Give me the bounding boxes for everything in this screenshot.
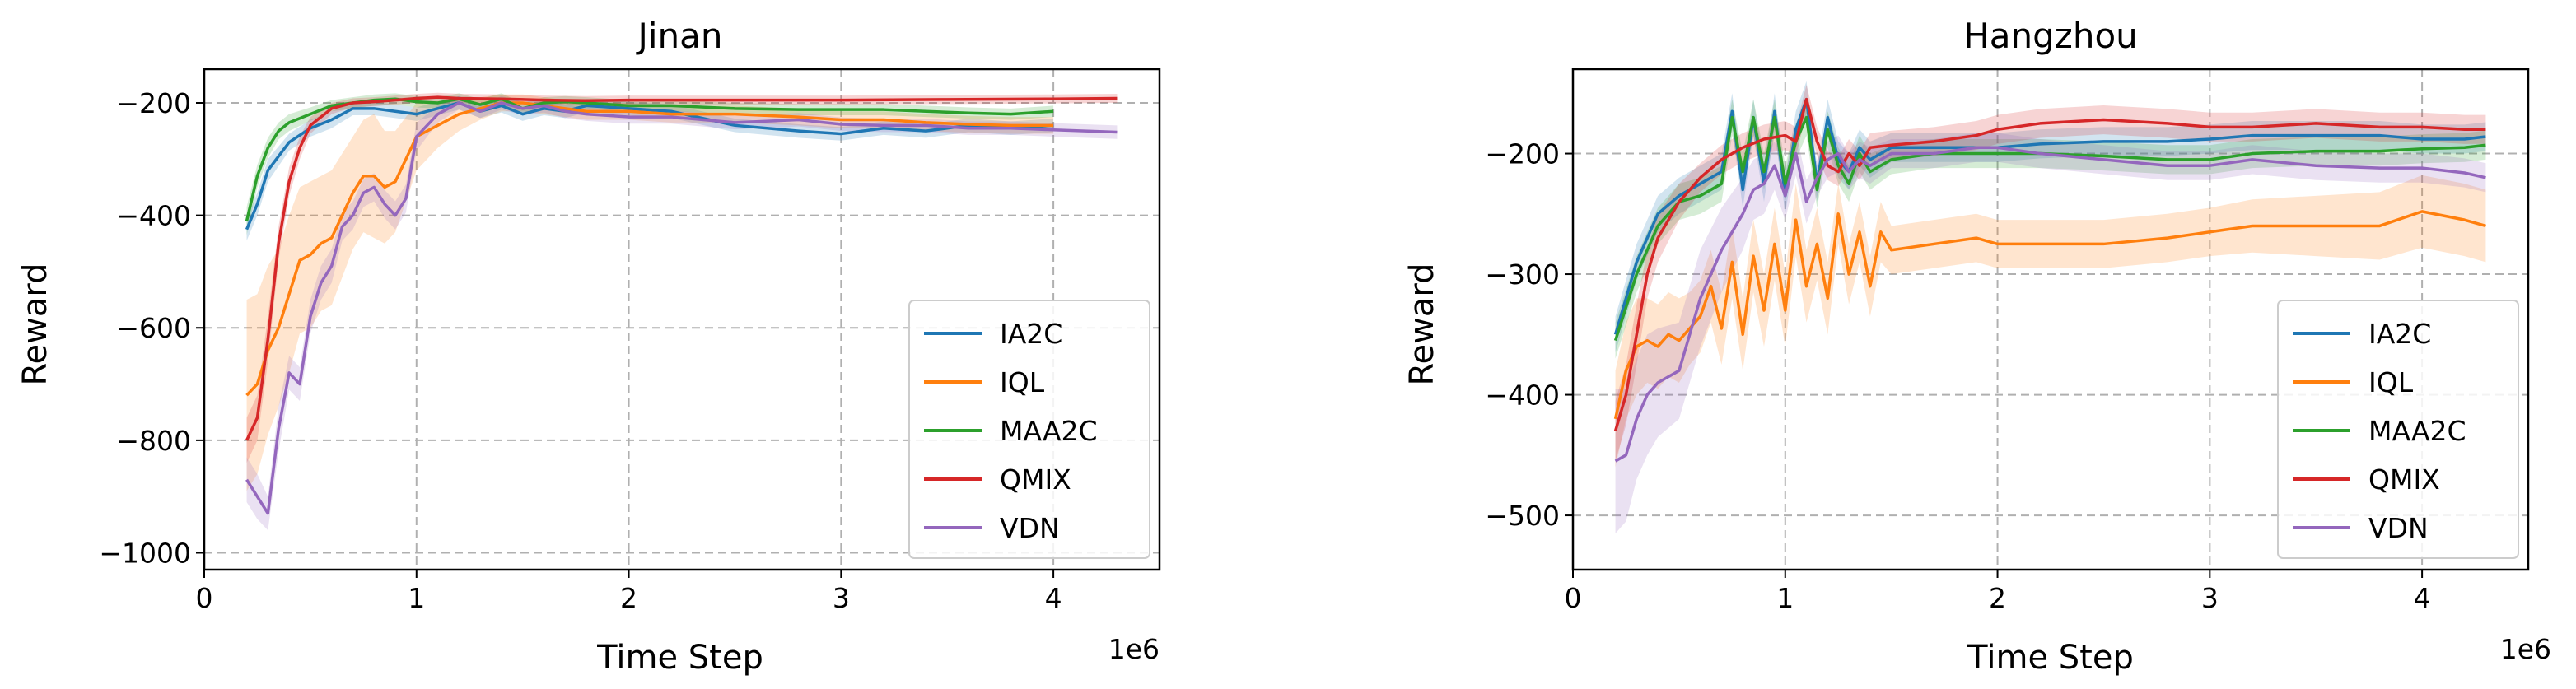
- x-tick-label: 3: [2201, 582, 2219, 614]
- x-tick-label: 0: [1565, 582, 1582, 614]
- legend-label-ia2c: IA2C: [1000, 318, 1062, 350]
- band-maa2c: [1615, 99, 2486, 359]
- y-axis-label: Reward: [16, 263, 54, 386]
- y-tick-label: −400: [116, 200, 191, 232]
- chart-jinan: 0 1 2 3 4 −200 −400 −600 −800 −1000 Jinan Time St…: [16, 16, 1161, 677]
- band-qmix: [1615, 85, 2486, 462]
- series-line-qmix: [1613, 97, 2486, 432]
- series-line-ia2c: [245, 101, 1054, 230]
- series-line-iql: [245, 101, 1054, 397]
- series-lines: [1613, 97, 2486, 463]
- x-tick-label: 1: [1776, 582, 1794, 614]
- x-tick-label: 2: [1989, 582, 2006, 614]
- y-tick-label: −1000: [99, 538, 191, 570]
- legend-label-vdn: VDN: [1000, 512, 1060, 544]
- legend-label-iql: IQL: [2368, 366, 2414, 398]
- y-tick-label: −200: [1485, 138, 1560, 170]
- x-tick-label: 4: [2414, 582, 2431, 614]
- legend-label-qmix: QMIX: [2368, 463, 2440, 496]
- legend-label-maa2c: MAA2C: [1000, 415, 1098, 447]
- x-offset-label: 1e6: [2500, 633, 2551, 665]
- legend-box: [2277, 300, 2519, 559]
- ticks: 0 1 2 3 4 −200 −300 −400 −500: [1485, 138, 2430, 614]
- y-tick-label: −600: [116, 312, 191, 344]
- legend: IA2C IQL MAA2C QMIX VDN: [908, 300, 1150, 559]
- series-line-iql: [1613, 210, 2486, 420]
- x-offset-label: 1e6: [1108, 633, 1160, 665]
- y-axis-label: Reward: [1403, 263, 1441, 386]
- y-tick-label: −300: [1485, 258, 1560, 291]
- x-tick-label: 2: [620, 582, 637, 614]
- legend-label-maa2c: MAA2C: [2368, 415, 2466, 447]
- y-tick-label: −500: [1485, 500, 1560, 532]
- legend-box: [908, 300, 1150, 559]
- x-tick-label: 4: [1045, 582, 1062, 614]
- plot-frame: [1571, 68, 2530, 571]
- band-vdn: [1615, 132, 2486, 534]
- chart-title: Jinan: [635, 16, 722, 56]
- legend-label-qmix: QMIX: [1000, 463, 1071, 496]
- series-line-qmix: [245, 95, 1118, 441]
- chart-hangzhou: 0 1 2 3 4 −200 −300 −400 −500 Hangzhou Time Step…: [1403, 16, 2551, 677]
- series-lines: [245, 95, 1118, 515]
- x-tick-label: 0: [196, 582, 213, 614]
- legend: IA2C IQL MAA2C QMIX VDN: [2277, 300, 2519, 559]
- chart-title: Hangzhou: [1963, 16, 2138, 56]
- legend-label-vdn: VDN: [2368, 512, 2429, 544]
- series-line-vdn: [1614, 146, 2486, 463]
- legend-label-iql: IQL: [1000, 366, 1045, 398]
- y-tick-label: −800: [116, 425, 191, 457]
- plot-frame: [203, 68, 1161, 571]
- x-tick-label: 3: [833, 582, 850, 614]
- y-tick-label: −200: [116, 87, 191, 119]
- legend-label-ia2c: IA2C: [2368, 318, 2431, 350]
- x-axis-label: Time Step: [596, 639, 763, 677]
- y-tick-label: −400: [1485, 379, 1560, 412]
- series-line-maa2c: [1613, 115, 2486, 342]
- series-line-vdn: [245, 101, 1118, 515]
- x-tick-label: 1: [408, 582, 425, 614]
- x-axis-label: Time Step: [1967, 639, 2134, 677]
- ticks: 0 1 2 3 4 −200 −400 −600 −800 −1000: [99, 87, 1062, 614]
